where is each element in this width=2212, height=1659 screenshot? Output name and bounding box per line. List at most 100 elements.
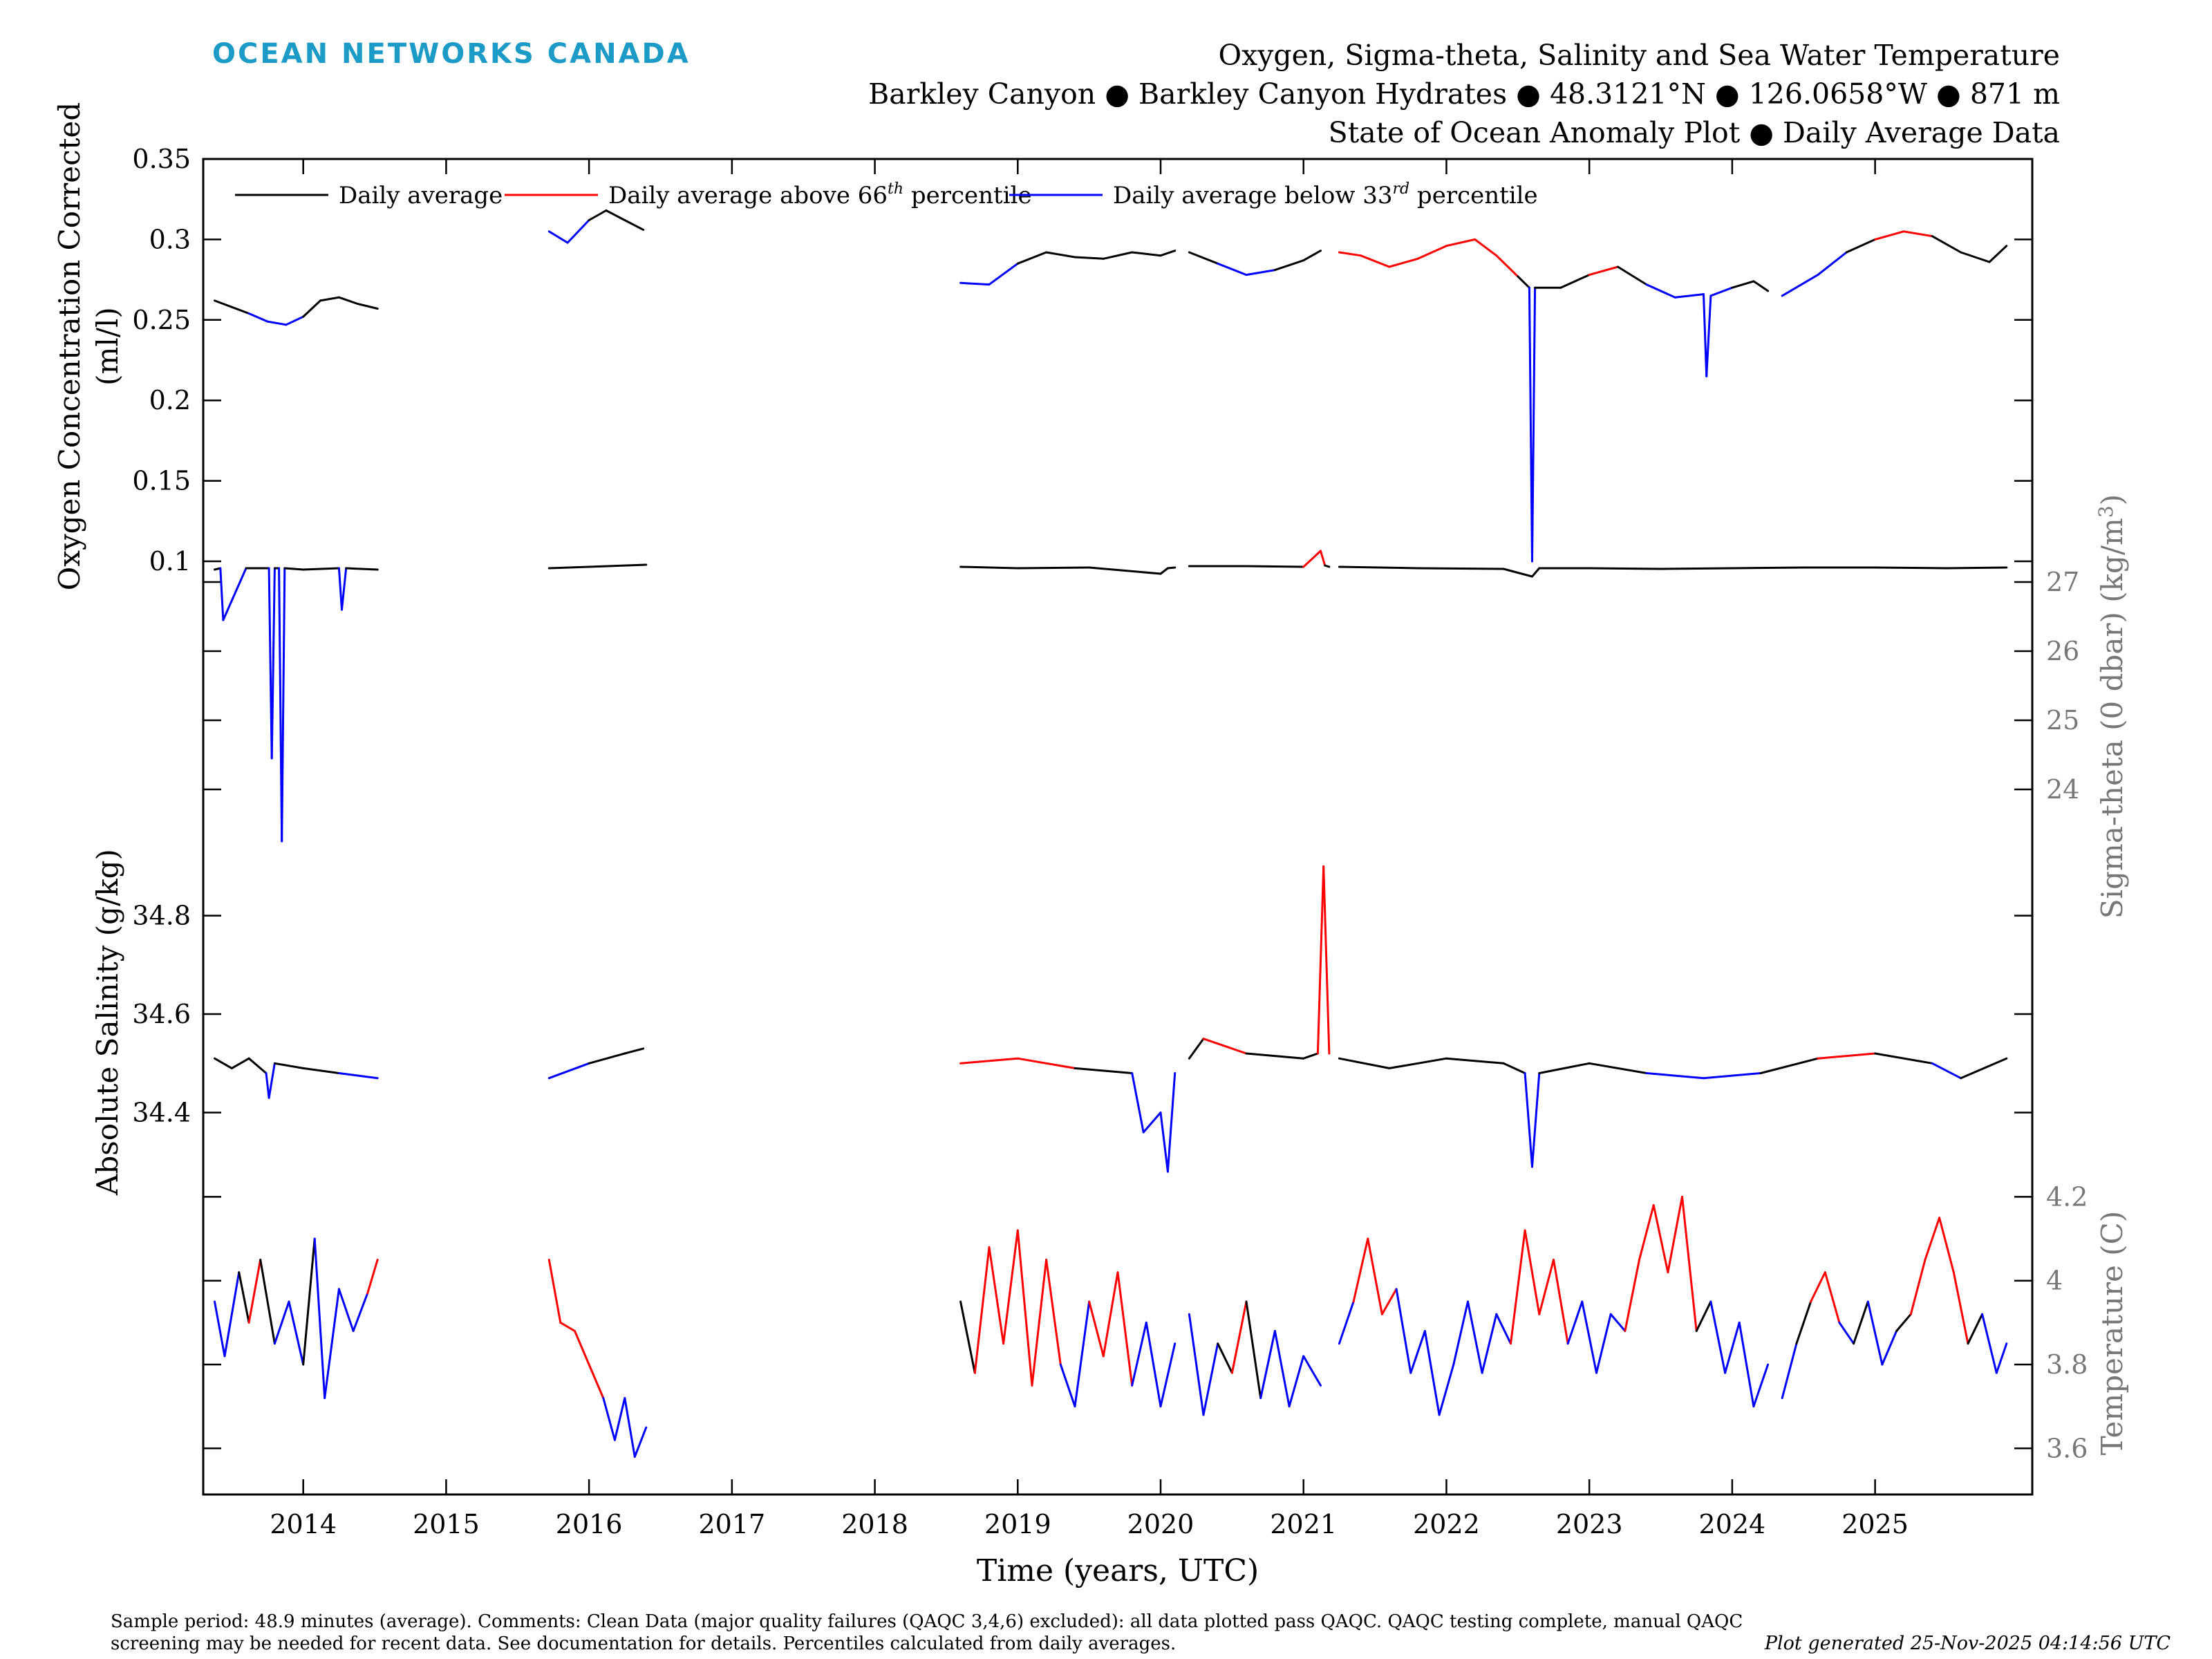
oxygen-series-4-piece-15 bbox=[1674, 293, 1705, 299]
oxygen-tick-label-0.2: 0.2 bbox=[149, 385, 191, 415]
temperature-series-2-piece-13 bbox=[1145, 1321, 1162, 1408]
temperature-series-2-piece-3 bbox=[1002, 1229, 1019, 1345]
temperature-series-2-piece-9 bbox=[1088, 1300, 1105, 1358]
sigma-series-0-piece-12 bbox=[341, 567, 348, 611]
oxygen-series-2-piece-6 bbox=[1131, 251, 1162, 257]
temperature-series-2-piece-14 bbox=[1159, 1342, 1177, 1408]
salinity-series-2-piece-0 bbox=[959, 1057, 1019, 1065]
temperature-series-4-piece-13 bbox=[1524, 1229, 1541, 1315]
salinity-series-4-piece-14 bbox=[1960, 1057, 2008, 1080]
sigma-series-4-piece-6 bbox=[1660, 567, 1734, 570]
oxygen-series-2-piece-0 bbox=[959, 281, 991, 286]
sigma-series-4-piece-5 bbox=[1588, 567, 1662, 570]
x-tick-label-2018: 2018 bbox=[841, 1509, 908, 1539]
temperature-tick-label-4: 4 bbox=[2046, 1266, 2063, 1296]
oxygen-series-0-piece-1 bbox=[230, 306, 250, 315]
salinity-series-4-piece-9 bbox=[1703, 1072, 1762, 1080]
salinity-ylabel: Absolute Salinity (g/kg) bbox=[91, 849, 124, 1196]
x-tick-label-2014: 2014 bbox=[270, 1509, 337, 1539]
oxygen-series-4-piece-16 bbox=[1703, 293, 1708, 377]
sigma-series-0-piece-5 bbox=[270, 567, 276, 760]
temperature-series-4-piece-14 bbox=[1538, 1258, 1555, 1315]
sigma-series-0-piece-13 bbox=[345, 567, 379, 571]
sigma-series-1-piece-0 bbox=[547, 565, 590, 570]
temperature-series-2-piece-11 bbox=[1116, 1271, 1134, 1387]
temperature-series-1-piece-3 bbox=[588, 1363, 605, 1399]
ocean-networks-canada-logo: OCEAN NETWORKS CANADA bbox=[212, 38, 691, 70]
temperature-series-3-piece-3 bbox=[1230, 1300, 1248, 1374]
salinity-series-4-piece-12 bbox=[1874, 1052, 1933, 1065]
sigma-series-2-piece-3 bbox=[1159, 567, 1169, 575]
salinity-series-4-piece-13 bbox=[1931, 1062, 1962, 1080]
temperature-series-4-piece-23 bbox=[1667, 1195, 1683, 1274]
salinity-series-1-piece-2 bbox=[624, 1047, 645, 1055]
sigma-tick-label-25: 25 bbox=[2046, 705, 2079, 735]
x-tick-label-2020: 2020 bbox=[1127, 1509, 1194, 1539]
temperature-series-3-piece-6 bbox=[1273, 1330, 1291, 1408]
oxygen-series-2-piece-1 bbox=[988, 262, 1019, 286]
temperature-series-4-piece-28 bbox=[1738, 1321, 1755, 1408]
temperature-series-4-piece-8 bbox=[1452, 1300, 1469, 1366]
sigma-series-2-piece-0 bbox=[959, 565, 1019, 570]
plot-generated-timestamp: Plot generated 25-Nov-2025 04:14:56 UTC bbox=[1764, 1633, 2171, 1654]
salinity-series-0-piece-6 bbox=[302, 1067, 340, 1074]
oxygen-series-5-piece-1 bbox=[1817, 251, 1848, 276]
temperature-series-4-piece-27 bbox=[1724, 1321, 1741, 1374]
temperature-series-4-piece-18 bbox=[1595, 1313, 1612, 1374]
salinity-series-0-piece-5 bbox=[273, 1062, 305, 1069]
oxygen-series-4-piece-3 bbox=[1416, 245, 1447, 260]
temperature-series-5-piece-0 bbox=[1781, 1342, 1798, 1399]
oxygen-series-0-piece-5 bbox=[302, 299, 321, 318]
oxygen-series-3-piece-3 bbox=[1273, 259, 1305, 272]
sigma-series-0-piece-2 bbox=[222, 567, 247, 621]
temperature-series-2-piece-12 bbox=[1131, 1321, 1147, 1387]
sigma-tick-label-24: 24 bbox=[2046, 774, 2079, 805]
plot-title: Oxygen, Sigma-theta, Salinity and Sea Wa… bbox=[1218, 39, 2060, 72]
sigma-series-0-piece-9 bbox=[283, 567, 305, 571]
temperature-series-4-piece-22 bbox=[1652, 1204, 1669, 1274]
temperature-series-5-piece-8 bbox=[1895, 1313, 1912, 1332]
oxygen-series-4-piece-11 bbox=[1559, 274, 1591, 289]
temperature-series-4-piece-21 bbox=[1638, 1204, 1655, 1261]
x-tick-label-2025: 2025 bbox=[1841, 1509, 1909, 1539]
temperature-series-0-piece-7 bbox=[302, 1237, 316, 1366]
sigma-series-0-piece-1 bbox=[219, 567, 225, 621]
temperature-series-2-piece-2 bbox=[988, 1246, 1005, 1345]
sigma-series-3-piece-2 bbox=[1302, 550, 1322, 568]
oxygen-series-3-piece-1 bbox=[1217, 262, 1248, 276]
temperature-series-3-piece-0 bbox=[1188, 1313, 1205, 1416]
oxygen-series-4-piece-1 bbox=[1359, 254, 1391, 268]
oxygen-ylabel-line1: Oxygen Concentration Corrected bbox=[53, 102, 86, 590]
salinity-series-0-piece-0 bbox=[214, 1057, 233, 1069]
temperature-series-4-piece-24 bbox=[1681, 1195, 1698, 1332]
temperature-tick-label-3.6: 3.6 bbox=[2046, 1433, 2088, 1463]
temperature-series-3-piece-2 bbox=[1217, 1342, 1233, 1374]
oxygen-series-2-piece-7 bbox=[1159, 250, 1177, 257]
oxygen-series-4-piece-4 bbox=[1445, 238, 1477, 247]
salinity-series-1-piece-0 bbox=[547, 1062, 590, 1080]
salinity-tick-label-34.6: 34.6 bbox=[132, 999, 191, 1029]
salinity-series-0-piece-7 bbox=[337, 1072, 379, 1080]
temperature-series-5-piece-4 bbox=[1838, 1321, 1855, 1345]
x-tick-label-2016: 2016 bbox=[556, 1509, 623, 1539]
temperature-series-5-piece-14 bbox=[1981, 1313, 1998, 1374]
oxygen-series-2-piece-3 bbox=[1045, 251, 1076, 259]
sigma-series-4-piece-0 bbox=[1338, 565, 1419, 570]
temperature-series-0-piece-10 bbox=[337, 1288, 355, 1332]
sigma-series-1-piece-1 bbox=[588, 563, 648, 568]
temperature-series-4-piece-15 bbox=[1553, 1258, 1569, 1345]
legend-label-below: Daily average below 33rd percentile bbox=[1113, 180, 1538, 209]
sigma-ylabel: Sigma-theta (0 dbar) (kg/m3) bbox=[2094, 494, 2129, 919]
x-tick-label-2022: 2022 bbox=[1413, 1509, 1480, 1539]
salinity-series-0-piece-1 bbox=[230, 1057, 250, 1069]
salinity-series-2-piece-5 bbox=[1159, 1112, 1169, 1173]
x-axis-label: Time (years, UTC) bbox=[977, 1553, 1259, 1588]
oxygen-series-0-piece-4 bbox=[285, 315, 305, 326]
oxygen-series-3-piece-4 bbox=[1302, 250, 1322, 262]
oxygen-series-4-piece-0 bbox=[1338, 251, 1362, 257]
temperature-series-0-piece-11 bbox=[352, 1292, 369, 1332]
temperature-series-5-piece-1 bbox=[1795, 1300, 1812, 1345]
sigma-series-0-piece-8 bbox=[281, 567, 286, 843]
temperature-series-4-piece-19 bbox=[1609, 1313, 1627, 1332]
oxygen-series-4-piece-13 bbox=[1617, 265, 1648, 286]
